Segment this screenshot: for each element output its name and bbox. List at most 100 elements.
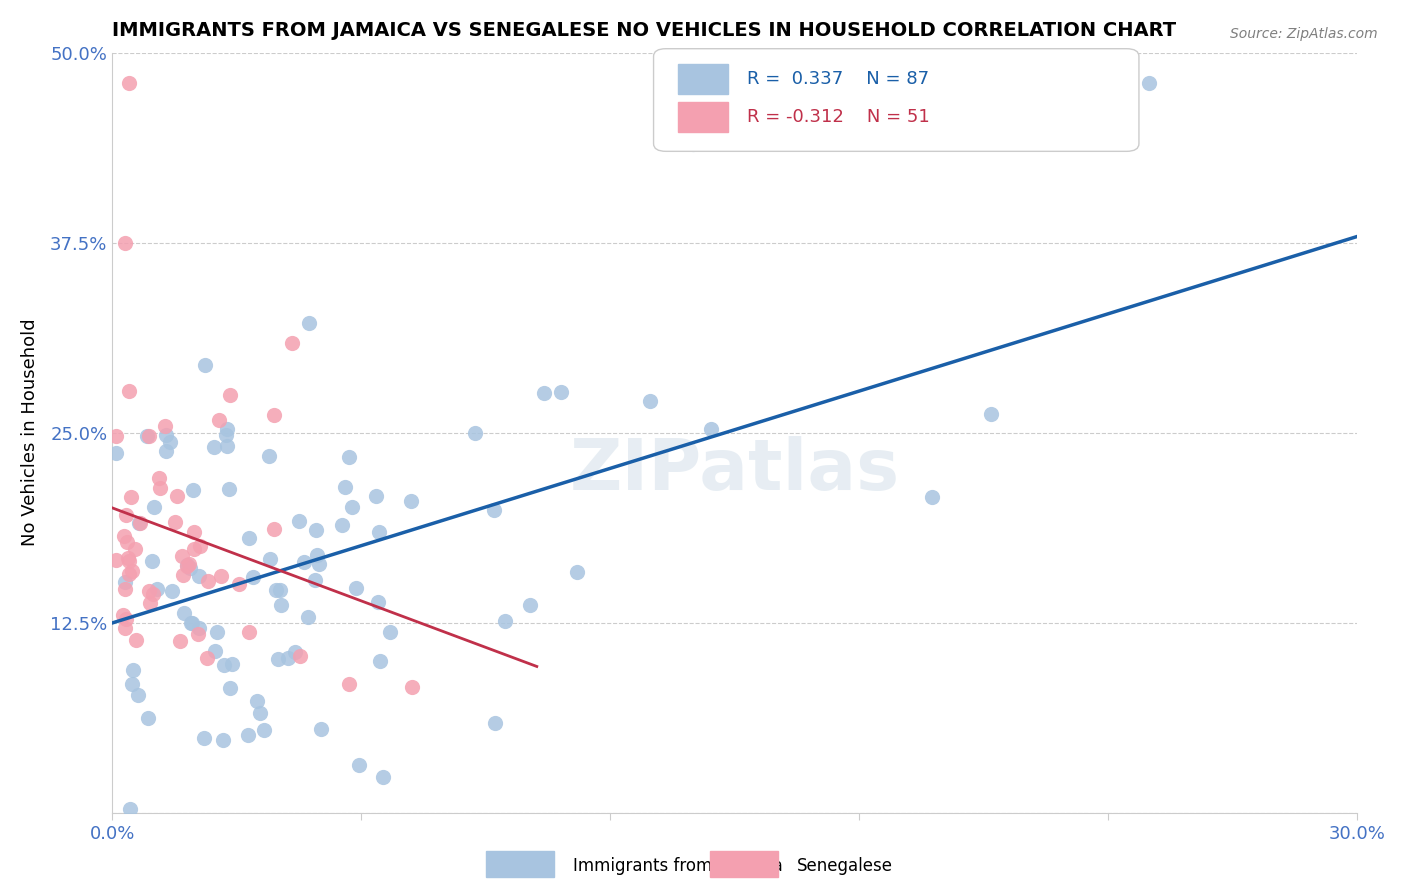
Point (337, 450, 360, 464)
Point (221, 657, 243, 672)
Point (114, 574, 136, 589)
Point (364, 489, 387, 503)
Point (333, 480, 356, 494)
Point (118, 384, 141, 399)
Point (202, 440, 225, 454)
Point (118, 567, 141, 582)
Point (249, 706, 271, 720)
Point (308, 557, 330, 571)
Point (281, 335, 304, 350)
Point (209, 569, 232, 583)
Point (172, 568, 194, 582)
Point (980, 407, 1002, 421)
Point (180, 615, 202, 630)
Point (288, 515, 311, 529)
Point (212, 658, 235, 673)
Point (127, 688, 149, 702)
Text: R =  0.337    N = 87: R = 0.337 N = 87 (747, 70, 929, 88)
Point (204, 643, 226, 657)
Point (304, 523, 326, 537)
Point (114, 621, 136, 635)
FancyBboxPatch shape (710, 851, 778, 878)
Text: ZIPatlas: ZIPatlas (569, 436, 900, 505)
Text: R = -0.312    N = 51: R = -0.312 N = 51 (747, 108, 929, 126)
Point (218, 482, 240, 496)
Point (215, 428, 238, 442)
Point (464, 425, 486, 440)
Point (155, 444, 177, 458)
Point (105, 429, 128, 443)
Point (180, 615, 202, 630)
Point (112, 529, 135, 543)
Point (172, 549, 194, 563)
Point (533, 386, 555, 401)
Point (550, 384, 572, 399)
Point (173, 607, 195, 621)
Point (118, 554, 141, 568)
Point (638, 394, 661, 409)
Point (118, 76, 141, 90)
Point (267, 652, 290, 666)
Point (207, 625, 229, 640)
Point (212, 732, 235, 747)
Point (330, 517, 353, 532)
Point (125, 633, 148, 648)
Point (138, 429, 160, 443)
Point (159, 435, 181, 450)
Point (371, 770, 394, 784)
Point (143, 500, 166, 514)
Point (297, 610, 319, 624)
Point (346, 581, 368, 595)
Point (183, 524, 205, 539)
Point (138, 584, 160, 599)
Point (259, 449, 281, 463)
Text: Source: ZipAtlas.com: Source: ZipAtlas.com (1230, 27, 1378, 41)
Point (367, 595, 389, 609)
FancyBboxPatch shape (485, 851, 554, 878)
Point (136, 711, 159, 725)
Point (128, 516, 150, 531)
Point (124, 541, 146, 556)
Point (682, 136, 704, 151)
Point (179, 561, 201, 575)
Point (146, 582, 169, 597)
Text: IMMIGRANTS FROM JAMAICA VS SENEGALESE NO VEHICLES IN HOUSEHOLD CORRELATION CHART: IMMIGRANTS FROM JAMAICA VS SENEGALESE NO… (112, 21, 1177, 40)
Point (141, 554, 163, 568)
Point (401, 680, 423, 694)
Point (263, 522, 285, 536)
Point (121, 564, 143, 578)
Point (921, 490, 943, 504)
Point (153, 419, 176, 434)
Point (269, 582, 291, 597)
Point (242, 569, 264, 583)
Point (105, 553, 128, 567)
Point (304, 573, 326, 587)
Point (111, 607, 134, 622)
Point (165, 515, 187, 529)
Point (699, 422, 721, 436)
Text: Senegalese: Senegalese (797, 857, 893, 875)
Point (263, 408, 285, 422)
Text: Immigrants from Jamaica: Immigrants from Jamaica (572, 857, 782, 875)
Point (246, 694, 269, 708)
Point (288, 649, 311, 664)
Point (264, 582, 287, 597)
FancyBboxPatch shape (654, 49, 1139, 152)
Point (148, 471, 170, 485)
Point (121, 676, 143, 690)
Point (176, 558, 198, 572)
Point (114, 582, 136, 596)
Point (565, 565, 588, 579)
Point (122, 663, 145, 677)
Point (270, 598, 292, 612)
Y-axis label: No Vehicles in Household: No Vehicles in Household (21, 318, 39, 547)
FancyBboxPatch shape (679, 64, 728, 95)
Point (177, 557, 200, 571)
Point (217, 439, 239, 453)
Point (253, 723, 276, 737)
Point (228, 577, 250, 591)
Point (129, 516, 152, 530)
Point (188, 569, 211, 583)
Point (484, 503, 506, 517)
Point (105, 445, 128, 459)
